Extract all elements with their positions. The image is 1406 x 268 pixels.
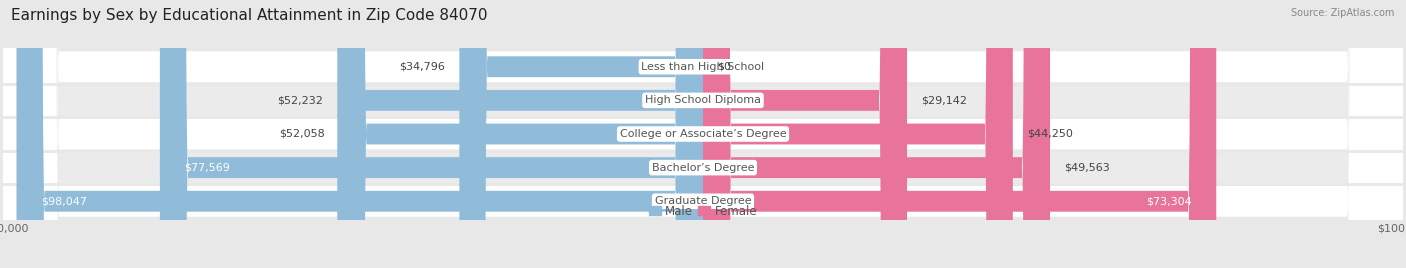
FancyBboxPatch shape [160, 0, 703, 268]
Text: $49,563: $49,563 [1064, 163, 1109, 173]
Text: $0: $0 [717, 62, 731, 72]
FancyBboxPatch shape [460, 0, 703, 268]
Text: Less than High School: Less than High School [641, 62, 765, 72]
Text: Bachelor’s Degree: Bachelor’s Degree [652, 163, 754, 173]
FancyBboxPatch shape [703, 0, 907, 268]
Text: $52,232: $52,232 [277, 95, 323, 105]
FancyBboxPatch shape [703, 0, 1012, 268]
Text: $52,058: $52,058 [278, 129, 325, 139]
Text: $29,142: $29,142 [921, 95, 967, 105]
FancyBboxPatch shape [3, 0, 1403, 268]
FancyBboxPatch shape [3, 0, 1403, 268]
Text: College or Associate’s Degree: College or Associate’s Degree [620, 129, 786, 139]
FancyBboxPatch shape [3, 0, 1403, 268]
Text: Graduate Degree: Graduate Degree [655, 196, 751, 206]
Text: Earnings by Sex by Educational Attainment in Zip Code 84070: Earnings by Sex by Educational Attainmen… [11, 8, 488, 23]
Text: Source: ZipAtlas.com: Source: ZipAtlas.com [1291, 8, 1395, 18]
Text: $34,796: $34,796 [399, 62, 446, 72]
FancyBboxPatch shape [339, 0, 703, 268]
Legend: Male, Female: Male, Female [644, 200, 762, 222]
FancyBboxPatch shape [703, 0, 1216, 268]
FancyBboxPatch shape [3, 0, 1403, 268]
Text: $98,047: $98,047 [41, 196, 87, 206]
FancyBboxPatch shape [17, 0, 703, 268]
FancyBboxPatch shape [337, 0, 703, 268]
Text: $77,569: $77,569 [184, 163, 231, 173]
Text: High School Diploma: High School Diploma [645, 95, 761, 105]
Text: $44,250: $44,250 [1026, 129, 1073, 139]
FancyBboxPatch shape [703, 0, 1050, 268]
Text: $73,304: $73,304 [1146, 196, 1192, 206]
FancyBboxPatch shape [3, 0, 1403, 268]
